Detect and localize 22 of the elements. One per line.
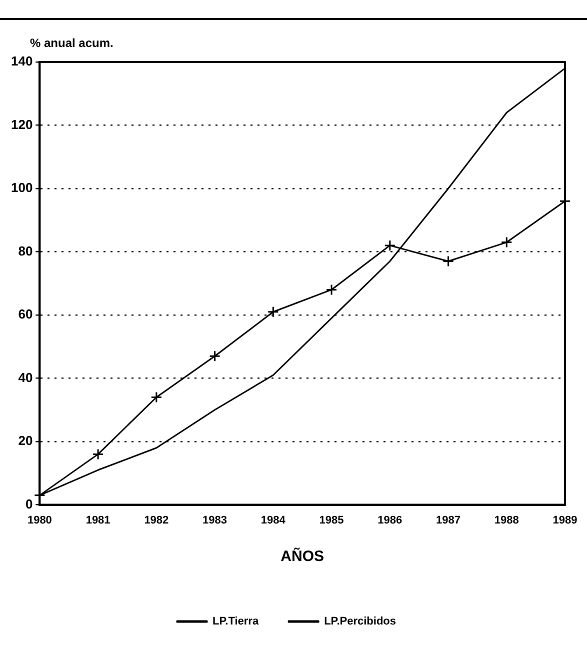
legend-label: LP.Percibidos <box>324 616 396 628</box>
x-tick-label: 1988 <box>494 514 519 526</box>
x-tick-label: 1984 <box>260 514 286 526</box>
x-tick-label: 1982 <box>144 514 169 526</box>
y-tick-label: 60 <box>18 306 33 322</box>
y-tick-label: 100 <box>10 180 33 196</box>
y-axis-title: % anual acum. <box>30 36 114 50</box>
y-tick-label: 140 <box>10 54 33 69</box>
x-tick-label: 1987 <box>436 514 461 526</box>
y-tick-label: 120 <box>10 116 33 132</box>
x-tick-label: 1986 <box>378 514 402 526</box>
y-tick-label: 20 <box>18 433 33 448</box>
x-tick-label: 1983 <box>202 514 228 526</box>
y-tick-label: 80 <box>18 243 33 258</box>
x-tick-label: 1980 <box>27 514 52 526</box>
x-tick-label: 1985 <box>319 514 344 526</box>
x-tick-label: 1981 <box>86 514 110 526</box>
x-tick-label: 1989 <box>552 514 578 526</box>
legend-label: LP.Tierra <box>212 616 260 628</box>
y-tick-label: 40 <box>18 370 33 385</box>
x-axis-title: AÑOS <box>280 547 324 566</box>
y-tick-label: 0 <box>25 496 33 512</box>
